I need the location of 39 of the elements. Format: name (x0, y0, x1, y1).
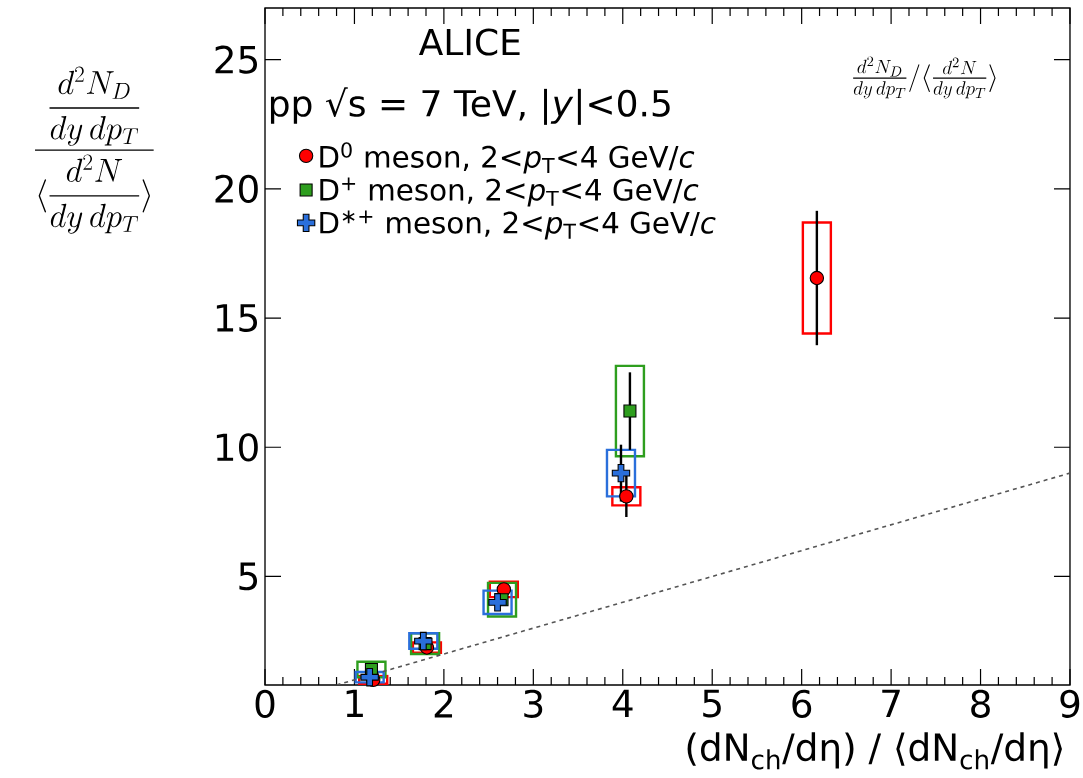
bar (614, 364, 646, 458)
x-tick-label: 1 (346, 689, 363, 717)
legend-label: D$^{0}$ meson, 2<p$_{T}$<4 GeV/c (320, 142, 695, 174)
bar (356, 660, 387, 679)
x-tick-label: 0 (255, 689, 275, 718)
point (414, 631, 433, 651)
x-tick-label: 3 (524, 689, 543, 718)
bar (801, 221, 833, 335)
point (488, 593, 507, 612)
y-axis-title: $\dfrac{\dfrac{d^2N_D}{dy\,dp_T}}{\langle\dfrac{d^2N}{dy\,dp_T}\rangle}$ (35, 66, 154, 234)
bar (488, 580, 520, 599)
x-tick-label: 7 (882, 689, 900, 717)
bar (611, 486, 642, 507)
point (809, 270, 825, 286)
point (611, 463, 631, 483)
x-tick-label: 5 (703, 689, 721, 718)
x-axis-title: (dN$_{ch}$/dη) / ⟨dN$_{ch}$/dη⟩ (687, 732, 1062, 770)
y-tick-label: 5 (239, 562, 258, 591)
chart-title: ALICE (418, 28, 520, 56)
legend-label: D$^{∗+}$ meson, 2<p$_{T}$<4 GeV/c (320, 210, 716, 240)
x-tick-label: 6 (792, 689, 812, 718)
point (619, 489, 634, 504)
bar (411, 641, 443, 654)
y-tick-label: 10 (216, 433, 258, 462)
x-tick-label: 8 (971, 689, 990, 718)
bar (486, 581, 518, 618)
y-tick-label: 25 (215, 45, 258, 74)
legend-label: D$^{+}$ meson, 2<p$_{T}$<4 GeV/c (320, 177, 699, 207)
x-tick-label: 4 (612, 689, 633, 717)
bar (482, 589, 513, 616)
bar (408, 632, 439, 651)
annotation: $\frac{d^2N_D}{dy\,dp_T}/\langle\frac{d^2N}{dy\,dp_T}\rangle$ (853, 56, 996, 99)
x-tick-label: 9 (1060, 689, 1080, 718)
y-tick-label: 20 (215, 174, 258, 203)
text: pp √s = 7 TeV, |y|<0.5 (270, 87, 670, 125)
point (623, 404, 637, 418)
bar (605, 448, 637, 498)
x-tick-label: 2 (434, 689, 453, 718)
y-tick-label: 15 (216, 304, 258, 332)
